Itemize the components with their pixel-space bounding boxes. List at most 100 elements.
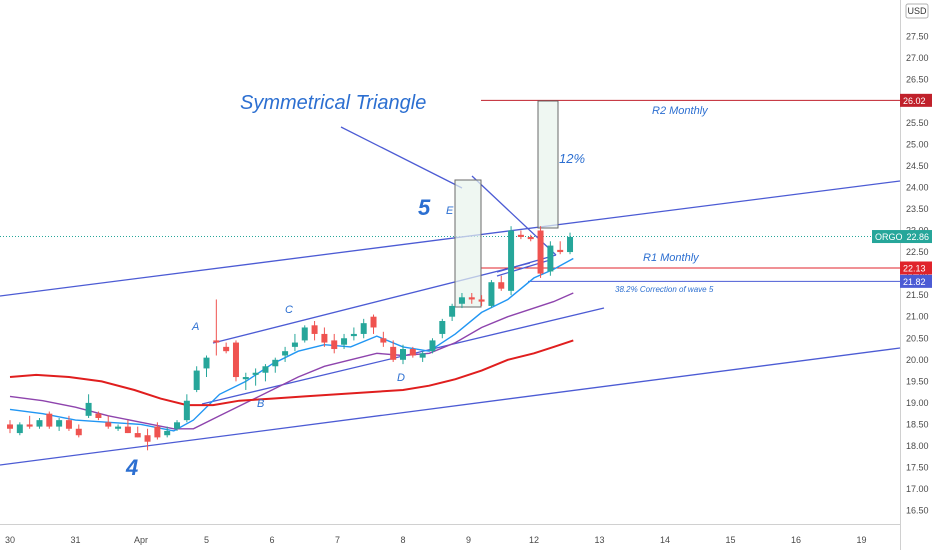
time-tick-label: 31: [70, 535, 80, 545]
candle[interactable]: [419, 351, 426, 362]
candle[interactable]: [75, 424, 82, 438]
candle[interactable]: [478, 295, 485, 306]
candle[interactable]: [458, 292, 465, 309]
candle[interactable]: [537, 226, 544, 278]
price-tick-label: 18.50: [906, 419, 929, 429]
upper-channel-line[interactable]: [0, 180, 901, 297]
time-axis[interactable]: 30 31 Apr 5 6 7 8 9 12 13 14 15 16 19: [5, 535, 867, 545]
candle[interactable]: [46, 411, 53, 429]
time-tick-label: 12: [529, 535, 539, 545]
candle[interactable]: [154, 422, 161, 440]
candle[interactable]: [350, 327, 357, 341]
candle[interactable]: [95, 411, 102, 421]
price-tick-label: 19.00: [906, 398, 929, 408]
candle[interactable]: [380, 331, 387, 347]
triangle-apex-line[interactable]: [496, 254, 557, 273]
price-badge[interactable]: 22.13: [900, 261, 932, 275]
candle[interactable]: [26, 415, 33, 429]
candle[interactable]: [311, 321, 318, 341]
candle[interactable]: [36, 417, 43, 429]
candle[interactable]: [547, 241, 554, 276]
candle[interactable]: [144, 428, 151, 451]
pattern-label: Symmetrical Triangle: [240, 92, 426, 114]
candle[interactable]: [527, 234, 534, 242]
candle[interactable]: [65, 415, 72, 431]
moving-average-line: [9, 292, 574, 430]
candle[interactable]: [439, 318, 446, 339]
time-tick-label: 7: [335, 535, 340, 545]
candle[interactable]: [331, 333, 338, 354]
price-badge-label: 26.02: [903, 96, 926, 106]
price-tick-label: 18.00: [906, 441, 929, 451]
candle[interactable]: [85, 394, 92, 418]
candle[interactable]: [272, 357, 279, 373]
time-tick-label: 13: [594, 535, 604, 545]
time-tick-label: 30: [5, 535, 15, 545]
candle[interactable]: [203, 355, 210, 378]
candle[interactable]: [390, 340, 397, 362]
price-tick-label: 17.00: [906, 484, 929, 494]
candle[interactable]: [321, 327, 328, 347]
candle[interactable]: [124, 420, 131, 434]
plot-area[interactable]: [0, 0, 900, 524]
currency-label[interactable]: USD: [905, 3, 929, 19]
candle[interactable]: [567, 232, 574, 255]
price-badges[interactable]: 26.02 22.13 21.82: [900, 93, 932, 288]
price-badge[interactable]: 26.02: [900, 93, 932, 107]
candle[interactable]: [449, 303, 456, 322]
wave-4-label: 4: [125, 455, 138, 480]
candle[interactable]: [174, 420, 181, 431]
candle[interactable]: [360, 318, 367, 339]
candle[interactable]: [232, 340, 239, 382]
wave-5-box[interactable]: [454, 179, 482, 308]
candle[interactable]: [468, 292, 475, 304]
candle[interactable]: [517, 230, 524, 240]
price-tick-label: 21.00: [906, 312, 929, 322]
candle[interactable]: [115, 424, 122, 431]
candle[interactable]: [183, 394, 190, 423]
candle[interactable]: [301, 325, 308, 343]
candle[interactable]: [7, 420, 13, 434]
candle[interactable]: [223, 342, 230, 354]
price-tick-label: 20.50: [906, 333, 929, 343]
price-tick-label: 21.50: [906, 290, 929, 300]
price-tick-label: 27.50: [906, 32, 929, 42]
candle[interactable]: [400, 344, 406, 365]
projection-box[interactable]: [537, 100, 559, 229]
candles[interactable]: [7, 226, 574, 451]
candle[interactable]: [508, 226, 515, 296]
wave-5-label: 5: [418, 195, 431, 220]
candle[interactable]: [370, 314, 377, 334]
candle[interactable]: [164, 426, 171, 438]
candle[interactable]: [56, 417, 63, 431]
candle[interactable]: [557, 241, 564, 255]
candle[interactable]: [193, 366, 200, 393]
r2-label: R2 Monthly: [652, 105, 709, 117]
fib-label: 38.2% Correction of wave 5: [615, 285, 714, 294]
wave-d-label: D: [397, 372, 405, 384]
time-tick-label: 5: [204, 535, 209, 545]
candle[interactable]: [105, 415, 112, 429]
candle[interactable]: [262, 364, 269, 382]
wave-b-label: B: [257, 398, 264, 410]
candle[interactable]: [498, 275, 505, 291]
candle[interactable]: [409, 346, 416, 358]
candle[interactable]: [282, 346, 289, 362]
candle[interactable]: [16, 422, 23, 436]
pattern-pointer-line[interactable]: [340, 126, 463, 189]
lower-channel-line[interactable]: [0, 347, 901, 466]
currency-text: USD: [907, 6, 927, 16]
time-tick-label: 16: [791, 535, 801, 545]
candle[interactable]: [134, 426, 141, 438]
time-tick-label: 9: [466, 535, 471, 545]
candle[interactable]: [242, 372, 249, 390]
candle[interactable]: [291, 333, 298, 352]
candle[interactable]: [252, 368, 259, 386]
price-badge[interactable]: 21.82: [900, 274, 932, 288]
candle[interactable]: [213, 299, 220, 356]
candle[interactable]: [488, 280, 495, 309]
candle[interactable]: [429, 338, 436, 354]
ticker-badge[interactable]: ORGO 22.86: [872, 230, 932, 244]
candle[interactable]: [341, 333, 348, 350]
